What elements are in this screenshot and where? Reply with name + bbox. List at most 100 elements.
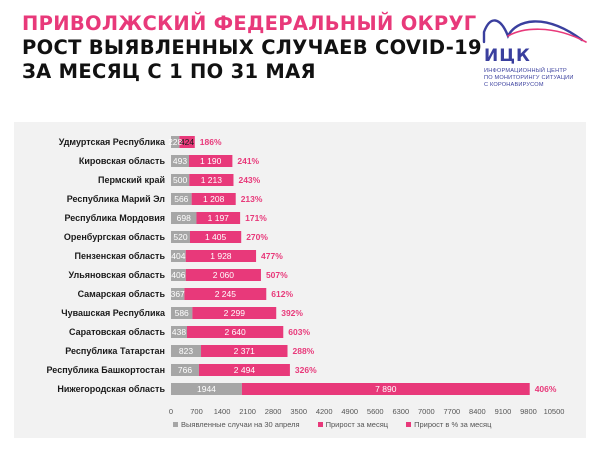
x-tick-label: 10500 [544,407,565,416]
data-label-april: 586 [175,308,189,318]
data-label-april: 493 [173,156,187,166]
bar-april [171,307,193,319]
data-label-percent: 477% [261,251,283,261]
data-label-percent: 270% [246,232,268,242]
x-tick-label: 0 [169,407,173,416]
category-label: Ульяновская область [68,270,165,280]
bar-growth [241,383,530,395]
data-label-growth: 2 494 [234,365,256,375]
data-label-percent: 326% [295,365,317,375]
legend-item-april: Выявленные случаи на 30 апреля [173,420,300,429]
data-label-april: 823 [179,346,193,356]
category-label: Саратовская область [69,327,165,337]
data-label-percent: 243% [238,175,260,185]
category-label: Удмуртская Республика [59,137,166,147]
bar-growth [189,174,234,186]
data-label-april: 520 [173,232,187,242]
bar-growth [188,155,233,167]
category-label: Республика Марий Эл [67,194,166,204]
data-label-april: 438 [172,327,186,337]
x-tick-label: 9100 [495,407,512,416]
x-tick-label: 700 [190,407,203,416]
bar-growth [192,307,277,319]
title-region: ПРИВОЛЖСКИЙ ФЕДЕРАЛЬНЫЙ ОКРУГ [22,12,477,35]
bar-april [171,212,197,224]
category-label: Чувашская Республика [61,308,166,318]
data-label-growth: 1 405 [205,232,227,242]
category-label: Пензенская область [75,251,166,261]
bar-growth [185,250,257,262]
data-label-percent: 171% [245,213,267,223]
bar-april [171,136,180,148]
title-block: ПРИВОЛЖСКИЙ ФЕДЕРАЛЬНЫЙ ОКРУГ РОСТ ВЫЯВЛ… [22,12,482,84]
logo-name: ИЦК [484,46,531,66]
data-label-percent: 603% [288,327,310,337]
icc-logo: ИЦК ИНФОРМАЦИОННЫЙ ЦЕНТР ПО МОНИТОРИНГУ … [482,14,594,104]
data-label-april: 766 [178,365,192,375]
data-label-april: 367 [171,289,185,299]
data-label-growth: 1 213 [201,175,223,185]
logo-wave-icon [482,19,587,44]
category-label: Нижегородская область [57,384,165,394]
bar-growth [186,326,284,338]
data-label-percent: 392% [281,308,303,318]
bar-april [171,326,187,338]
bar-april [171,383,242,395]
data-label-growth: 2 060 [213,270,235,280]
x-tick-label: 4900 [341,407,358,416]
bar-growth [185,269,261,281]
data-label-april: 404 [171,251,185,261]
x-tick-label: 3500 [290,407,307,416]
x-tick-label: 9800 [520,407,537,416]
bar-april [171,364,199,376]
legend-swatch-pink [317,422,323,427]
data-label-april: 500 [173,175,187,185]
bar-growth [184,288,267,300]
category-label: Республика Мордовия [64,213,165,223]
data-label-growth: 2 299 [224,308,246,318]
x-tick-label: 8400 [469,407,486,416]
bar-april [171,250,186,262]
x-tick-label: 1400 [214,407,231,416]
data-label-growth: 1 208 [203,194,225,204]
data-label-growth: 2 245 [215,289,237,299]
data-label-growth: 424 [180,137,194,147]
data-label-percent: 213% [241,194,263,204]
data-label-percent: 241% [237,156,259,166]
data-label-april: 698 [177,213,191,223]
data-label-growth: 2 371 [234,346,256,356]
data-label-april: 406 [171,270,185,280]
x-tick-label: 4200 [316,407,333,416]
bar-growth [191,193,236,205]
data-label-percent: 507% [266,270,288,280]
x-tick-label: 7700 [444,407,461,416]
legend-swatch-gray [173,422,178,427]
data-label-percent: 186% [200,137,222,147]
legend-swatch-pink-percent [406,422,412,427]
bar-growth [201,345,288,357]
bar-april [171,174,190,186]
bar-april [171,345,202,357]
bar-growth [179,136,195,148]
data-label-growth: 1 197 [208,213,230,223]
data-label-april: 228 [168,137,182,147]
x-tick-label: 7000 [418,407,435,416]
data-label-april: 1944 [197,384,216,394]
category-label: Оренбургская область [64,232,166,242]
data-label-percent: 406% [535,384,557,394]
x-tick-label: 2100 [239,407,256,416]
bar-growth [189,231,242,243]
data-label-growth: 1 190 [200,156,222,166]
category-label: Кировская область [79,156,166,166]
chart-panel: Удмуртская Республика 228 424 186% Кировская… [14,122,586,438]
data-label-growth: 1 928 [210,251,232,261]
title-period: ЗА МЕСЯЦ С 1 ПО 31 МАЯ [22,60,316,83]
data-label-april: 566 [174,194,188,204]
bar-growth [198,364,290,376]
category-label: Самарская область [78,289,166,299]
x-tick-label: 6300 [392,407,409,416]
chart-legend: Выявленные случаи на 30 апреля Прирост з… [173,420,491,429]
category-label: Республика Татарстан [65,346,165,356]
x-tick-label: 2800 [265,407,282,416]
